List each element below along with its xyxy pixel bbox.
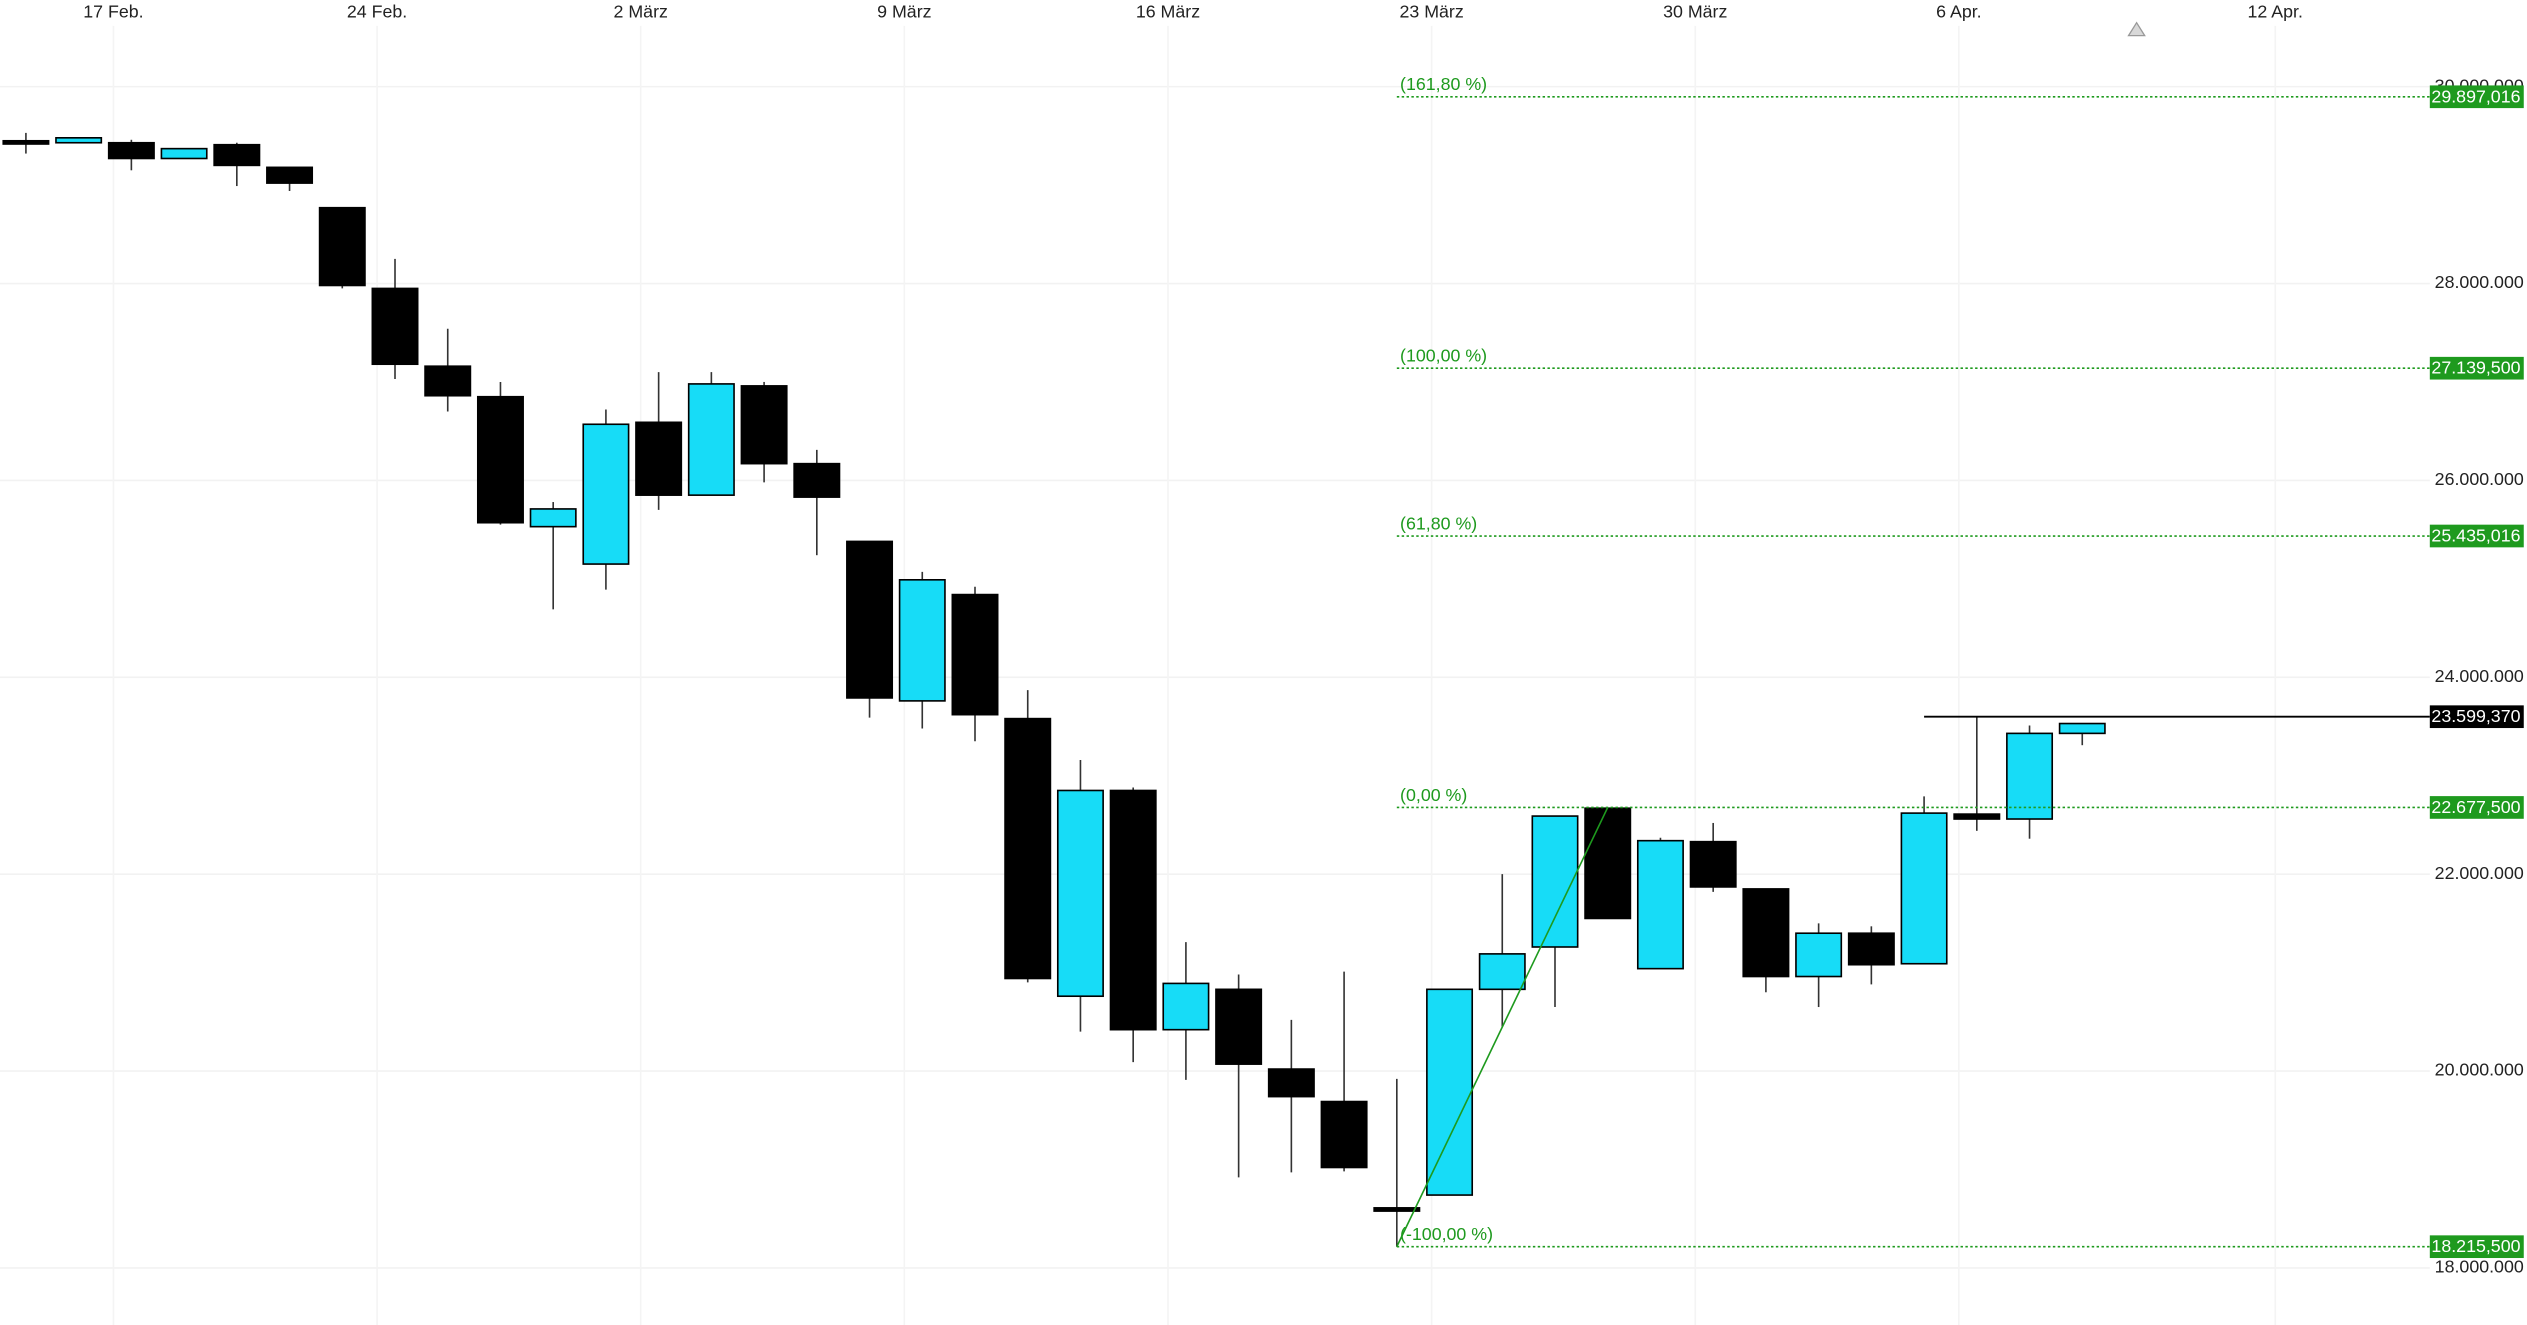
candle-body bbox=[318, 206, 366, 287]
candle-body bbox=[687, 383, 735, 496]
candle-body bbox=[1636, 839, 1684, 970]
candle-body bbox=[951, 593, 999, 716]
y-tick-label: 18.000.000 bbox=[2435, 1257, 2524, 1277]
scroll-marker[interactable] bbox=[2127, 21, 2146, 37]
candle-body bbox=[582, 423, 630, 565]
candle-body bbox=[1847, 932, 1895, 966]
candle-body bbox=[1215, 988, 1263, 1065]
fib-price-box bbox=[2429, 524, 2524, 548]
fib-price-label: 25.435,016 bbox=[2431, 526, 2520, 546]
x-tick-label: 23 März bbox=[1399, 2, 1463, 22]
candle-body bbox=[1795, 932, 1843, 978]
fib-level-name: (100,00 %) bbox=[1400, 346, 1487, 366]
candle-body bbox=[1056, 789, 1104, 998]
x-tick-label: 6 Apr. bbox=[1936, 2, 1982, 22]
candle-body bbox=[371, 287, 419, 366]
y-tick-label: 26.000.000 bbox=[2435, 469, 2524, 489]
candle-body bbox=[1531, 815, 1579, 948]
candle-body bbox=[55, 137, 103, 144]
candle-body bbox=[898, 579, 946, 702]
fib-level-name: (61,80 %) bbox=[1400, 513, 1477, 533]
y-tick-label: 24.000.000 bbox=[2435, 666, 2524, 686]
candle-body bbox=[793, 462, 841, 498]
x-tick-label: 16 März bbox=[1136, 2, 1200, 22]
candle-body bbox=[2006, 732, 2054, 820]
y-tick-label: 22.000.000 bbox=[2435, 863, 2524, 883]
candle-body bbox=[1320, 1100, 1368, 1169]
candle-body bbox=[1004, 717, 1052, 980]
candle-body bbox=[107, 141, 155, 160]
fib-price-box bbox=[2429, 85, 2524, 109]
fib-level-name: (0,00 %) bbox=[1400, 785, 1467, 805]
candle-body bbox=[2, 139, 50, 145]
y-tick-label: 28.000.000 bbox=[2435, 272, 2524, 292]
candle-body bbox=[476, 395, 524, 524]
candle-body bbox=[1689, 840, 1737, 888]
fib-price-box bbox=[2429, 356, 2524, 380]
fib-price-box bbox=[2429, 796, 2524, 819]
candle-body bbox=[1953, 813, 2001, 820]
fib-level-name: (161,80 %) bbox=[1400, 74, 1487, 94]
last-price-box bbox=[2429, 705, 2524, 729]
x-tick-label: 2 März bbox=[614, 2, 668, 22]
candle-body bbox=[1900, 812, 1948, 965]
candle-body bbox=[1267, 1068, 1315, 1098]
candle-body bbox=[1584, 807, 1632, 920]
fib-price-box bbox=[2429, 1235, 2524, 1259]
fib-level-name: (-100,00 %) bbox=[1400, 1224, 1493, 1244]
candle-body bbox=[1109, 789, 1157, 1031]
candle-body bbox=[2058, 722, 2106, 735]
fib-price-label: 27.139,500 bbox=[2431, 358, 2520, 378]
candle-body bbox=[740, 385, 788, 465]
candle-body bbox=[1742, 888, 1790, 978]
last-price-label: 23.599,370 bbox=[2431, 706, 2520, 726]
candle-body bbox=[1162, 982, 1210, 1031]
candle-body bbox=[635, 421, 683, 496]
candle-body bbox=[213, 143, 261, 167]
fib-price-label: 29.897,016 bbox=[2431, 86, 2520, 106]
x-tick-label: 17 Feb. bbox=[83, 2, 143, 22]
candle-body bbox=[424, 365, 472, 397]
candle-body bbox=[1373, 1207, 1421, 1212]
candle-body bbox=[529, 508, 577, 528]
x-tick-label: 9 März bbox=[877, 2, 931, 22]
y-tick-label: 20.000.000 bbox=[2435, 1060, 2524, 1080]
candle-body bbox=[266, 166, 314, 184]
candle-body bbox=[160, 147, 208, 160]
x-tick-label: 30 März bbox=[1663, 2, 1727, 22]
candle-body bbox=[1478, 953, 1526, 991]
x-tick-label: 12 Apr. bbox=[2248, 2, 2303, 22]
fib-price-label: 22.677,500 bbox=[2431, 797, 2520, 817]
candle-body bbox=[846, 540, 894, 699]
trend-line bbox=[1396, 807, 1609, 1248]
candle-body bbox=[1426, 988, 1474, 1196]
fib-price-label: 18.215,500 bbox=[2431, 1236, 2520, 1256]
x-tick-label: 24 Feb. bbox=[347, 2, 407, 22]
